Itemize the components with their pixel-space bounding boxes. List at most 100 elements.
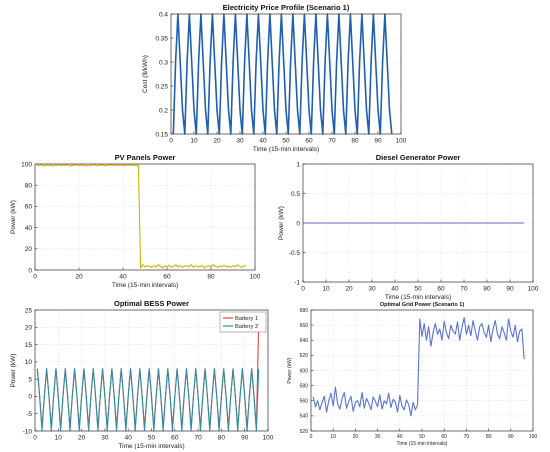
y-tick-label: 15	[25, 342, 33, 349]
y-tick-label: 680	[300, 308, 309, 314]
x-tick-label: 40	[397, 434, 403, 440]
series-line-0	[172, 13, 393, 135]
y-tick-label: 40	[25, 225, 33, 232]
x-tick-label: 50	[282, 138, 290, 145]
x-tick-label: 10	[55, 435, 63, 442]
x-axis-label: Time (15-min intervals)	[397, 441, 448, 447]
x-tick-label: 0	[33, 274, 37, 281]
chart-pv: 0 20 40 60 80 100 0 20 40 60 80 100 PV Panels Power T…	[10, 153, 261, 289]
chart-bess: 0 10 20 30 40 50 60 70 80 90 100 -10 -5 0 5 10 15 20 25 Opt…	[10, 299, 274, 450]
y-axis-label: Cost ($/kWh)	[142, 55, 149, 93]
x-tick-label: 20	[345, 286, 353, 293]
x-tick-label: 100	[528, 286, 539, 293]
x-tick-label: 100	[529, 434, 538, 440]
chart-price: 0 10 20 30 40 50 60 70 80 90 100 0.15 0.2 0.25 0.3 0.35…	[142, 3, 407, 153]
x-tick-label: 70	[194, 435, 202, 442]
x-tick-label: 80	[486, 434, 492, 440]
x-tick-label: 60	[437, 286, 445, 293]
x-tick-label: 80	[218, 435, 226, 442]
y-tick-label: 0	[296, 220, 300, 227]
x-tick-label: 90	[506, 286, 514, 293]
x-tick-label: 90	[508, 434, 514, 440]
x-tick-label: 100	[396, 138, 407, 145]
y-tick-label: 0	[28, 267, 32, 274]
x-tick-label: 10	[322, 286, 330, 293]
y-tick-label: 520	[300, 429, 309, 435]
x-tick-label: 70	[328, 138, 336, 145]
x-tick-label: 100	[250, 274, 261, 281]
series-line-0	[37, 163, 247, 269]
y-tick-label: 60	[25, 204, 33, 211]
y-tick-label: -0.5	[289, 250, 301, 257]
x-tick-label: 20	[75, 274, 83, 281]
chart-title: PV Panels Power	[115, 153, 176, 162]
y-axis-label: Power (kW)	[278, 206, 285, 240]
y-tick-label: 25	[25, 307, 33, 314]
y-tick-label: 5	[28, 376, 32, 383]
x-axis-label: Time (15-min intervals)	[253, 146, 319, 153]
x-tick-label: 90	[374, 138, 382, 145]
x-tick-label: 100	[263, 435, 274, 442]
x-tick-label: 80	[207, 274, 215, 281]
y-tick-label: 0.35	[155, 35, 168, 42]
chart-grid: 0 10 20 30 40 50 60 70 80 90 100 520 540 560 580 600 620…	[287, 302, 537, 447]
legend-box	[219, 311, 267, 333]
x-tick-label: 40	[259, 138, 267, 145]
y-tick-label: 600	[300, 368, 309, 374]
legend-label: Battery 1	[235, 316, 258, 322]
y-tick-label: 560	[300, 399, 309, 405]
y-tick-label: 20	[25, 325, 33, 332]
x-axis-label: Time (15-min intervals)	[112, 282, 178, 289]
y-tick-label: 540	[300, 414, 309, 420]
x-tick-label: 30	[101, 435, 109, 442]
y-tick-label: 0.5	[291, 191, 300, 198]
x-tick-label: 0	[33, 435, 37, 442]
y-tick-label: -1	[294, 279, 300, 286]
x-tick-label: 0	[310, 434, 313, 440]
y-tick-label: 20	[25, 246, 33, 253]
x-tick-label: 60	[171, 435, 179, 442]
x-tick-label: 80	[351, 138, 359, 145]
chart-title: Optimal Grid Power (Scenario 1)	[380, 302, 465, 308]
y-tick-label: 640	[300, 338, 309, 344]
legend-label: Battery 2	[235, 324, 258, 330]
y-tick-label: 620	[300, 353, 309, 359]
axes-frame	[34, 163, 256, 271]
x-tick-label: 90	[241, 435, 249, 442]
x-tick-label: 70	[464, 434, 470, 440]
y-tick-label: 0.15	[155, 131, 168, 138]
x-axis-label: Time (15-min intervals)	[118, 443, 184, 450]
y-tick-label: -5	[26, 411, 32, 418]
x-tick-label: 10	[330, 434, 336, 440]
x-tick-label: 0	[301, 286, 305, 293]
x-tick-label: 80	[483, 286, 491, 293]
x-tick-label: 50	[148, 435, 156, 442]
y-axis-label: Power (kW)	[10, 354, 17, 388]
x-axis-label: Time (15-min intervals)	[385, 294, 451, 301]
x-tick-label: 20	[213, 138, 221, 145]
x-tick-label: 70	[460, 286, 468, 293]
y-tick-label: 580	[300, 383, 309, 389]
chart-title: Electricity Price Profile (Scenario 1)	[223, 3, 350, 12]
x-tick-label: 60	[441, 434, 447, 440]
x-tick-label: 40	[391, 286, 399, 293]
y-tick-label: 1	[296, 161, 300, 168]
y-tick-label: -10	[23, 428, 33, 435]
x-tick-label: 50	[419, 434, 425, 440]
y-tick-label: 0	[28, 394, 32, 401]
x-tick-label: 20	[353, 434, 359, 440]
y-tick-label: 660	[300, 323, 309, 329]
plot-area	[35, 164, 255, 270]
y-tick-label: 10	[25, 359, 33, 366]
y-axis-label: Power (kW)	[10, 200, 17, 234]
y-tick-label: 80	[25, 182, 33, 189]
x-tick-label: 60	[305, 138, 313, 145]
y-tick-label: 0.25	[155, 83, 168, 90]
x-tick-label: 30	[236, 138, 244, 145]
y-tick-label: 0.2	[159, 107, 168, 114]
y-tick-label: 0.4	[159, 11, 168, 18]
x-tick-label: 40	[125, 435, 133, 442]
y-tick-label: 0.3	[159, 59, 168, 66]
x-tick-label: 30	[375, 434, 381, 440]
x-tick-label: 0	[169, 138, 173, 145]
